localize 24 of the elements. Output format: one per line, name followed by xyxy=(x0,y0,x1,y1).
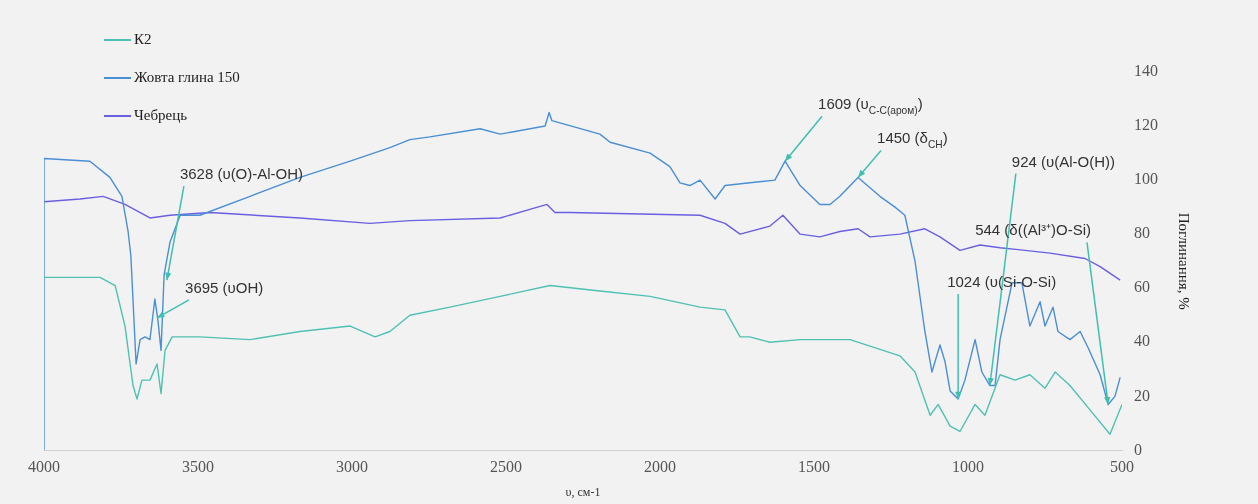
x-tick-label: 2500 xyxy=(490,458,522,476)
annotation: 3695 (υOH) xyxy=(185,278,264,296)
y-tick-label: 20 xyxy=(1134,386,1150,404)
x-tick-label: 1000 xyxy=(952,458,984,476)
x-tick-label: 3000 xyxy=(336,458,368,476)
annotation: 3628 (υ(O)-Al-OH) xyxy=(179,165,304,183)
legend-label: К2 xyxy=(134,30,152,47)
y-axis-title: Поглинання, % xyxy=(1176,212,1193,310)
y-tick-label: 0 xyxy=(1134,440,1142,458)
y-tick-label: 140 xyxy=(1134,62,1158,80)
legend-label: Жовта глина 150 xyxy=(134,68,240,85)
y-tick-label: 120 xyxy=(1134,116,1158,134)
y-tick-label: 40 xyxy=(1134,332,1150,350)
x-tick-label: 500 xyxy=(1110,458,1134,476)
x-tick-label: 4000 xyxy=(28,458,60,476)
x-axis-title: υ, см-1 xyxy=(565,484,601,499)
legend-label: Чебрець xyxy=(134,106,188,123)
y-tick-label: 100 xyxy=(1134,170,1158,188)
y-tick-label: 80 xyxy=(1134,224,1150,242)
annotation: 924 (υ(Al-O(H)) xyxy=(1011,152,1116,170)
x-tick-label: 3500 xyxy=(182,458,214,476)
y-tick-label: 60 xyxy=(1134,278,1150,296)
x-tick-label: 1500 xyxy=(798,458,830,476)
x-tick-label: 2000 xyxy=(644,458,676,476)
